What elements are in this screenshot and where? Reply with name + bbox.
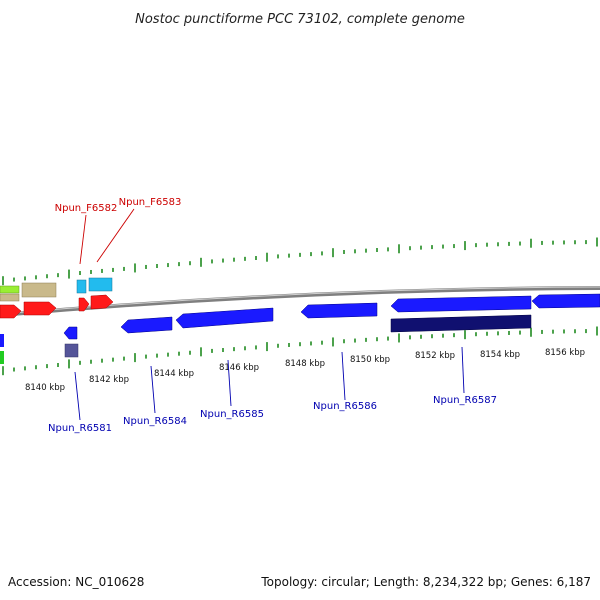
gene-npun-f6583-arrow[interactable]: [90, 294, 114, 310]
scale-label: 8140 kbp: [25, 383, 65, 393]
gene-npun-r6585-arrow[interactable]: [175, 307, 274, 329]
cyan-feature-small[interactable]: [76, 279, 87, 294]
scale-label: 8154 kbp: [480, 350, 520, 360]
scale-label: 8156 kbp: [545, 348, 585, 358]
scale-labels: 8140 kbp 8142 kbp 8144 kbp 8146 kbp 8148…: [25, 348, 585, 393]
tan-feature[interactable]: [21, 282, 57, 298]
red-gene-arrow[interactable]: [23, 301, 57, 316]
outer-tick-ring: [2, 237, 598, 286]
scale-label: 8152 kbp: [415, 351, 455, 361]
leader-npun-r6584: [150, 365, 156, 414]
gene-label-npun-r6581[interactable]: Npun_R6581: [48, 423, 112, 434]
gene-npun-f6582-arrow[interactable]: [78, 297, 90, 312]
gene-label-npun-f6583[interactable]: Npun_F6583: [119, 197, 182, 208]
map-title: Nostoc punctiforme PCC 73102, complete g…: [135, 12, 465, 27]
navy-feature[interactable]: [390, 314, 532, 333]
gene-npun-r6587-arrow[interactable]: [390, 295, 532, 313]
label-leaders: [74, 208, 465, 421]
gene-npun-r6581-arrow[interactable]: [63, 326, 78, 340]
reverse-features: [0, 293, 600, 364]
leader-npun-r6587: [461, 346, 465, 394]
gene-label-npun-r6585[interactable]: Npun_R6585: [200, 409, 264, 420]
lime-feature[interactable]: [0, 285, 20, 294]
leader-npun-r6585: [227, 359, 232, 407]
gene-npun-r6586-arrow[interactable]: [300, 302, 378, 319]
leader-npun-r6581: [74, 371, 81, 421]
slate-feature[interactable]: [64, 343, 79, 358]
green-feature-edge[interactable]: [0, 351, 4, 364]
red-gene-arrow[interactable]: [0, 304, 22, 319]
gene-npun-r6584-arrow[interactable]: [120, 316, 173, 334]
scale-label: 8146 kbp: [219, 363, 259, 373]
gene-label-npun-r6586[interactable]: Npun_R6586: [313, 401, 377, 412]
leader-npun-r6586: [341, 351, 346, 401]
scale-label: 8150 kbp: [350, 355, 390, 365]
leader-npun-f6583: [96, 208, 135, 263]
forward-features: [0, 277, 114, 319]
scale-label: 8148 kbp: [285, 359, 325, 369]
accession-text: Accession: NC_010628: [8, 575, 144, 589]
scale-label: 8144 kbp: [154, 369, 194, 379]
gene-label-npun-r6584[interactable]: Npun_R6584: [123, 416, 187, 427]
genome-summary-text: Topology: circular; Length: 8,234,322 bp…: [260, 575, 591, 589]
cyan-feature[interactable]: [88, 277, 113, 292]
gene-label-npun-r6587[interactable]: Npun_R6587: [433, 395, 497, 406]
inner-tick-ring: [2, 326, 598, 376]
blue-gene-arrow-edge[interactable]: [531, 293, 600, 309]
blue-feature-edge[interactable]: [0, 334, 4, 347]
gene-label-npun-f6582[interactable]: Npun_F6582: [55, 203, 118, 214]
leader-npun-f6582: [79, 214, 87, 265]
tan-feature-small[interactable]: [0, 293, 20, 302]
scale-label: 8142 kbp: [89, 375, 129, 385]
